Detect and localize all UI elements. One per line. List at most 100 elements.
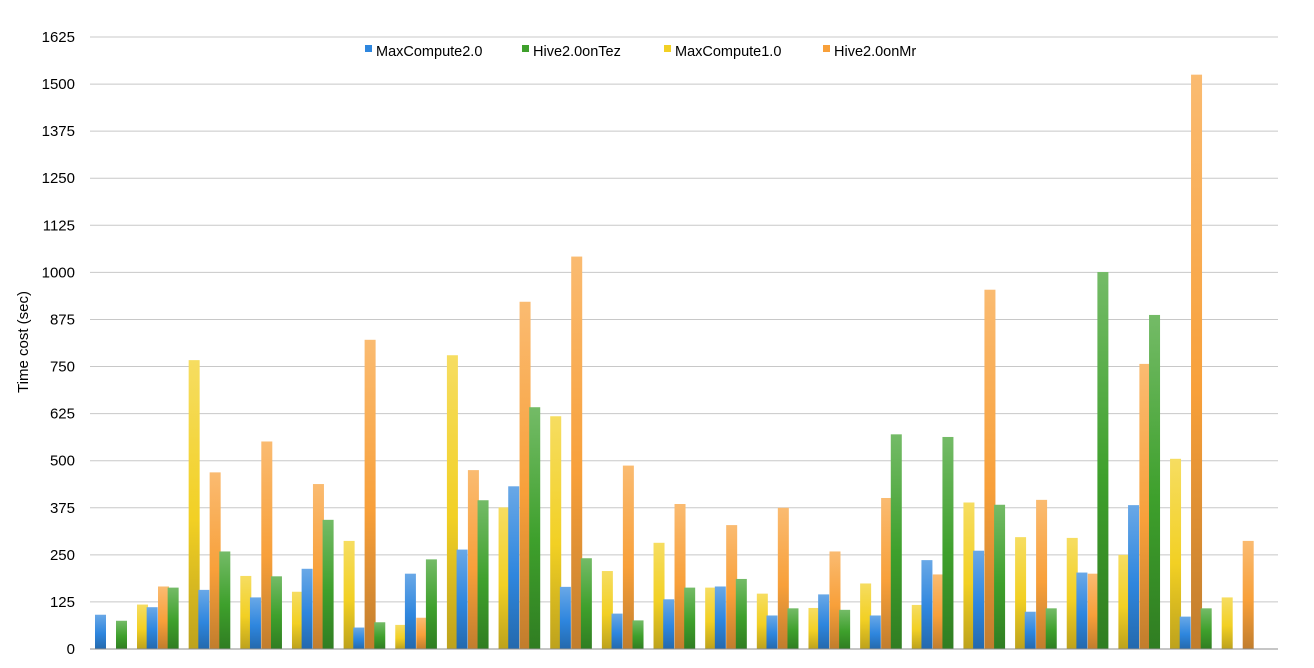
bar bbox=[808, 607, 820, 649]
y-tick-label: 1375 bbox=[42, 123, 75, 140]
bar bbox=[1170, 458, 1182, 649]
legend-item: Hive2.0onMr bbox=[823, 44, 916, 60]
legend-item: Hive2.0onTez bbox=[522, 44, 621, 60]
bar bbox=[519, 301, 531, 649]
legend-swatch bbox=[365, 45, 372, 52]
bar-group bbox=[869, 434, 944, 649]
bar bbox=[395, 624, 407, 649]
y-tick-label: 1500 bbox=[42, 76, 75, 93]
bar bbox=[261, 441, 273, 649]
bar bbox=[869, 615, 881, 649]
bar-group bbox=[766, 551, 841, 649]
bar bbox=[498, 507, 510, 649]
bar bbox=[508, 486, 520, 649]
bar bbox=[705, 587, 717, 649]
y-axis-ticks: 0 125 250 375 500 625 750 875 1000 1125 1250 1375 15… bbox=[42, 29, 75, 658]
bar-group bbox=[714, 507, 789, 649]
bar bbox=[1221, 597, 1233, 649]
bar bbox=[137, 604, 148, 649]
y-tick-label: 1125 bbox=[43, 217, 75, 234]
bar-group bbox=[818, 497, 893, 649]
bar bbox=[1118, 554, 1130, 649]
bar bbox=[860, 583, 872, 649]
bar-group bbox=[1179, 540, 1254, 649]
y-tick-label: 500 bbox=[50, 453, 75, 470]
bar-group bbox=[973, 499, 1048, 649]
bar bbox=[714, 586, 726, 649]
bar bbox=[777, 507, 789, 649]
bar bbox=[663, 599, 675, 649]
y-tick-label: 750 bbox=[50, 359, 75, 376]
bar bbox=[559, 586, 571, 649]
bar bbox=[839, 609, 851, 649]
bar bbox=[1097, 272, 1109, 649]
bar bbox=[167, 587, 179, 649]
bar bbox=[312, 484, 324, 649]
bar bbox=[1024, 611, 1036, 649]
bar bbox=[416, 617, 428, 649]
bar bbox=[829, 551, 841, 649]
bar-group bbox=[198, 441, 273, 649]
bar bbox=[787, 608, 799, 649]
bar-group bbox=[663, 525, 738, 649]
bar bbox=[529, 407, 541, 649]
bar bbox=[1179, 616, 1191, 649]
bar bbox=[1036, 499, 1048, 649]
bar bbox=[1128, 505, 1140, 649]
bar bbox=[477, 500, 489, 649]
y-tick-label: 375 bbox=[50, 500, 75, 517]
bar-group bbox=[611, 504, 686, 649]
bar bbox=[921, 560, 933, 649]
bar-group bbox=[921, 289, 996, 649]
bar bbox=[301, 568, 313, 649]
legend-swatch bbox=[522, 45, 529, 52]
bar bbox=[1191, 74, 1203, 649]
y-tick-label: 250 bbox=[50, 547, 75, 564]
bar bbox=[984, 289, 996, 649]
bar bbox=[601, 571, 613, 649]
bar bbox=[240, 575, 252, 649]
bar bbox=[291, 591, 303, 649]
bar-group bbox=[404, 355, 479, 649]
bar bbox=[353, 627, 365, 649]
bar bbox=[580, 558, 592, 649]
bar bbox=[1066, 537, 1078, 649]
bar bbox=[198, 589, 210, 649]
bar bbox=[622, 465, 634, 649]
bar-group bbox=[559, 465, 634, 649]
bar bbox=[942, 436, 954, 649]
bar bbox=[611, 613, 623, 649]
bar bbox=[653, 542, 665, 649]
legend-label: MaxCompute2.0 bbox=[376, 44, 482, 60]
bar bbox=[270, 576, 282, 649]
bar bbox=[343, 540, 355, 649]
bar bbox=[632, 620, 644, 649]
bar bbox=[425, 559, 437, 649]
legend-swatch bbox=[823, 45, 830, 52]
y-tick-label: 1625 bbox=[42, 29, 75, 46]
y-tick-label: 0 bbox=[67, 641, 75, 658]
bar bbox=[1149, 314, 1161, 649]
y-tick-label: 125 bbox=[50, 594, 75, 611]
bar bbox=[249, 597, 261, 649]
bar bbox=[158, 586, 169, 649]
gridlines bbox=[90, 36, 1278, 603]
bar-group bbox=[1128, 74, 1203, 649]
bar bbox=[1045, 608, 1057, 649]
bar bbox=[467, 470, 479, 649]
bar bbox=[684, 587, 696, 649]
legend-label: MaxCompute1.0 bbox=[675, 44, 781, 60]
bar bbox=[116, 620, 127, 649]
bar bbox=[766, 615, 778, 649]
bar bbox=[973, 550, 985, 649]
y-tick-label: 1250 bbox=[42, 170, 75, 187]
y-tick-label: 875 bbox=[50, 311, 75, 328]
bar bbox=[550, 416, 562, 649]
bar bbox=[726, 525, 738, 649]
bar bbox=[571, 256, 583, 649]
bar-group bbox=[95, 586, 169, 649]
bar bbox=[963, 502, 975, 649]
bar bbox=[1139, 363, 1151, 649]
